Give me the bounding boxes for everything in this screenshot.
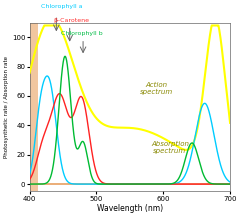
Text: β–Carotene: β–Carotene [54, 18, 90, 23]
Y-axis label: Photosynthetic rate / Absorption rate: Photosynthetic rate / Absorption rate [4, 56, 9, 158]
X-axis label: Wavelength (nm): Wavelength (nm) [97, 204, 163, 213]
Text: Action
spectrum: Action spectrum [140, 82, 173, 95]
Bar [30, 23, 38, 191]
Text: Chlorophyll a: Chlorophyll a [41, 4, 82, 9]
Text: Chlorophyll b: Chlorophyll b [61, 31, 103, 36]
Text: Absorption
spectrum: Absorption spectrum [151, 141, 189, 154]
